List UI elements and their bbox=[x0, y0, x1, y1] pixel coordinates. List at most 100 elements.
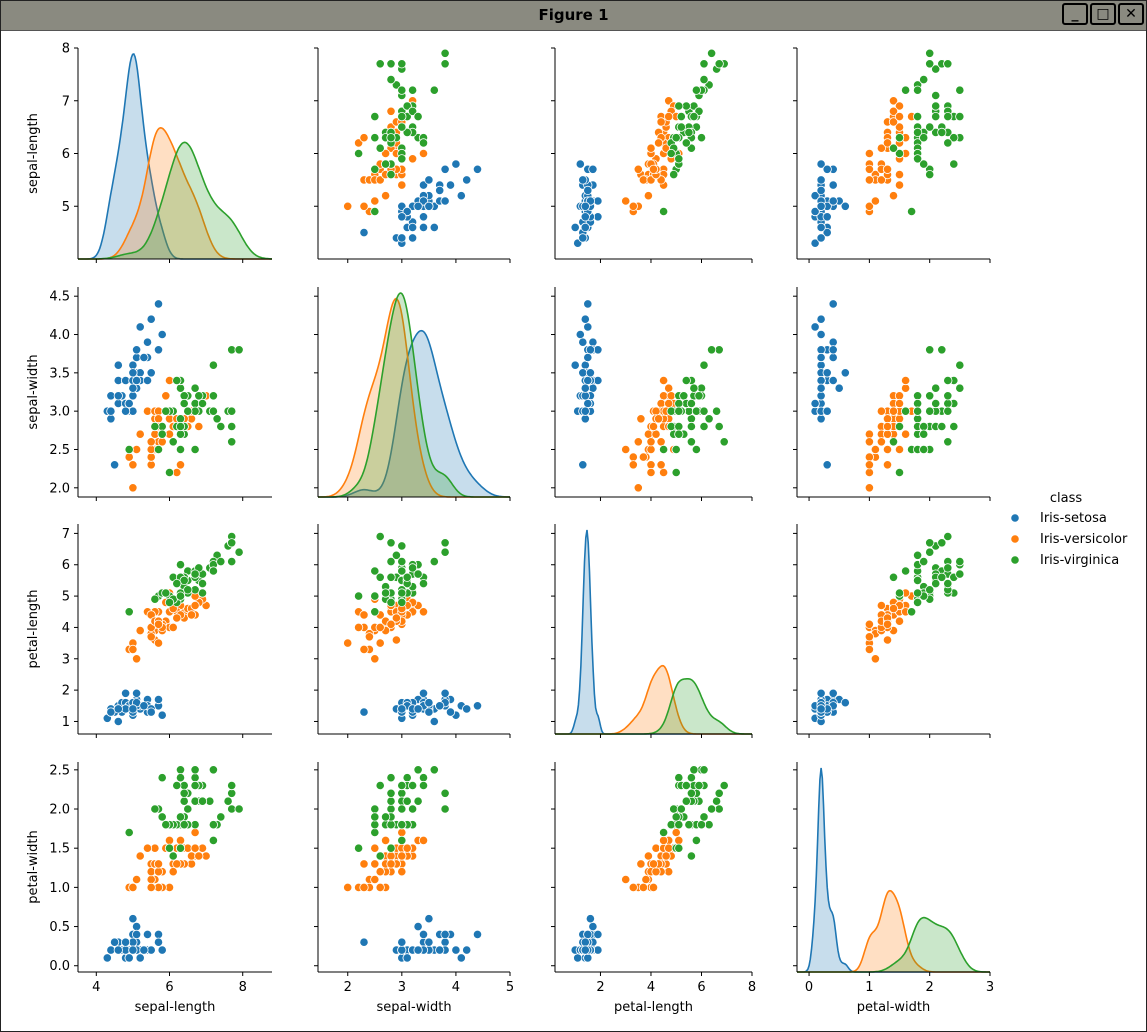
x-tick-label: 1 bbox=[865, 980, 873, 995]
point-Iris-virginica bbox=[931, 101, 941, 111]
point-Iris-virginica bbox=[666, 148, 676, 159]
point-Iris-setosa bbox=[580, 945, 590, 955]
panel-sepal-width-vs-sepal-width bbox=[314, 287, 511, 501]
point-Iris-virginica bbox=[227, 538, 237, 548]
point-Iris-versicolor bbox=[900, 383, 911, 393]
point-Iris-virginica bbox=[391, 550, 401, 560]
point-Iris-setosa bbox=[583, 953, 593, 963]
point-Iris-virginica bbox=[943, 59, 953, 69]
point-Iris-versicolor bbox=[643, 851, 654, 861]
point-Iris-versicolor bbox=[651, 843, 661, 853]
point-Iris-versicolor bbox=[651, 429, 661, 439]
point-Iris-virginica bbox=[179, 398, 189, 409]
point-Iris-setosa bbox=[822, 164, 832, 174]
y-tick-label: 6 bbox=[62, 147, 70, 162]
minimize-button[interactable]: _ bbox=[1062, 3, 1088, 25]
point-Iris-setosa bbox=[435, 701, 445, 711]
point-Iris-virginica bbox=[714, 421, 724, 432]
point-Iris-virginica bbox=[894, 421, 905, 432]
point-Iris-virginica bbox=[894, 467, 905, 478]
point-Iris-virginica bbox=[681, 375, 691, 386]
panel-petal-width-vs-sepal-width: 2 3 4 5 bbox=[314, 762, 514, 995]
point-Iris-versicolor bbox=[656, 437, 666, 447]
point-Iris-versicolor bbox=[135, 851, 145, 861]
point-Iris-virginica bbox=[943, 391, 953, 401]
point-Iris-versicolor bbox=[386, 106, 396, 116]
point-Iris-virginica bbox=[681, 138, 691, 148]
point-Iris-setosa bbox=[472, 701, 483, 711]
y-tick-label: 5 bbox=[62, 200, 70, 215]
point-Iris-virginica bbox=[925, 170, 935, 180]
point-Iris-virginica bbox=[714, 804, 724, 814]
point-Iris-virginica bbox=[386, 556, 396, 567]
point-Iris-virginica bbox=[955, 112, 965, 122]
point-Iris-setosa bbox=[157, 710, 167, 720]
point-Iris-virginica bbox=[937, 421, 947, 432]
point-Iris-virginica bbox=[353, 843, 364, 853]
window-title: Figure 1 bbox=[538, 6, 609, 24]
point-Iris-versicolor bbox=[186, 610, 197, 620]
point-Iris-setosa bbox=[840, 201, 850, 211]
point-Iris-versicolor bbox=[628, 882, 638, 893]
point-Iris-setosa bbox=[142, 929, 153, 940]
point-Iris-versicolor bbox=[190, 843, 200, 853]
point-Iris-setosa bbox=[816, 222, 826, 232]
point-Iris-virginica bbox=[161, 406, 171, 416]
point-Iris-versicolor bbox=[638, 452, 649, 462]
point-Iris-setosa bbox=[816, 201, 826, 211]
point-Iris-virginica bbox=[407, 780, 418, 791]
point-Iris-virginica bbox=[696, 820, 707, 830]
point-Iris-virginica bbox=[925, 59, 935, 69]
title-bar[interactable]: Figure 1 _ □ ✕ bbox=[1, 1, 1146, 31]
point-Iris-setosa bbox=[816, 329, 826, 340]
point-Iris-virginica bbox=[699, 360, 709, 370]
point-Iris-virginica bbox=[413, 112, 423, 122]
point-Iris-virginica bbox=[175, 421, 186, 432]
point-Iris-setosa bbox=[146, 368, 156, 378]
point-Iris-virginica bbox=[370, 812, 380, 822]
point-Iris-virginica bbox=[208, 360, 218, 370]
point-Iris-versicolor bbox=[638, 882, 649, 893]
point-Iris-setosa bbox=[456, 953, 466, 963]
y-tick-label: 4.0 bbox=[49, 328, 70, 343]
point-Iris-setosa bbox=[810, 322, 820, 332]
point-Iris-virginica bbox=[175, 383, 186, 393]
point-Iris-versicolor bbox=[402, 843, 412, 853]
point-Iris-setosa bbox=[128, 360, 138, 370]
point-Iris-versicolor bbox=[888, 603, 899, 614]
point-Iris-versicolor bbox=[894, 180, 905, 190]
point-Iris-setosa bbox=[816, 688, 826, 698]
close-button[interactable]: ✕ bbox=[1118, 3, 1144, 25]
point-Iris-virginica bbox=[912, 112, 923, 122]
point-Iris-versicolor bbox=[646, 467, 656, 478]
point-Iris-setosa bbox=[397, 945, 407, 955]
point-Iris-versicolor bbox=[153, 414, 164, 424]
point-Iris-virginica bbox=[216, 812, 226, 822]
point-Iris-virginica bbox=[190, 780, 200, 791]
y-tick-label: 3.5 bbox=[49, 366, 70, 381]
point-Iris-virginica bbox=[912, 391, 923, 401]
point-Iris-setosa bbox=[810, 398, 820, 409]
point-Iris-virginica bbox=[912, 575, 923, 586]
maximize-button[interactable]: □ bbox=[1090, 3, 1116, 25]
point-Iris-virginica bbox=[172, 375, 182, 386]
point-Iris-versicolor bbox=[882, 414, 893, 424]
point-Iris-setosa bbox=[445, 180, 456, 190]
point-Iris-virginica bbox=[380, 159, 391, 169]
point-Iris-versicolor bbox=[888, 191, 899, 201]
point-Iris-versicolor bbox=[359, 644, 369, 655]
point-Iris-virginica bbox=[157, 773, 167, 783]
point-Iris-versicolor bbox=[407, 154, 418, 164]
point-Iris-virginica bbox=[227, 421, 237, 432]
point-Iris-setosa bbox=[810, 191, 820, 201]
legend-label-Iris-virginica: Iris-virginica bbox=[1040, 553, 1119, 568]
point-Iris-virginica bbox=[925, 345, 935, 355]
point-Iris-setosa bbox=[142, 375, 153, 386]
x-tick-label: 3 bbox=[986, 980, 994, 995]
legend-marker-Iris-virginica bbox=[1010, 555, 1020, 565]
point-Iris-versicolor bbox=[882, 421, 893, 432]
point-Iris-virginica bbox=[699, 59, 709, 69]
point-Iris-virginica bbox=[402, 773, 412, 783]
point-Iris-setosa bbox=[580, 314, 590, 324]
point-Iris-setosa bbox=[456, 191, 466, 201]
